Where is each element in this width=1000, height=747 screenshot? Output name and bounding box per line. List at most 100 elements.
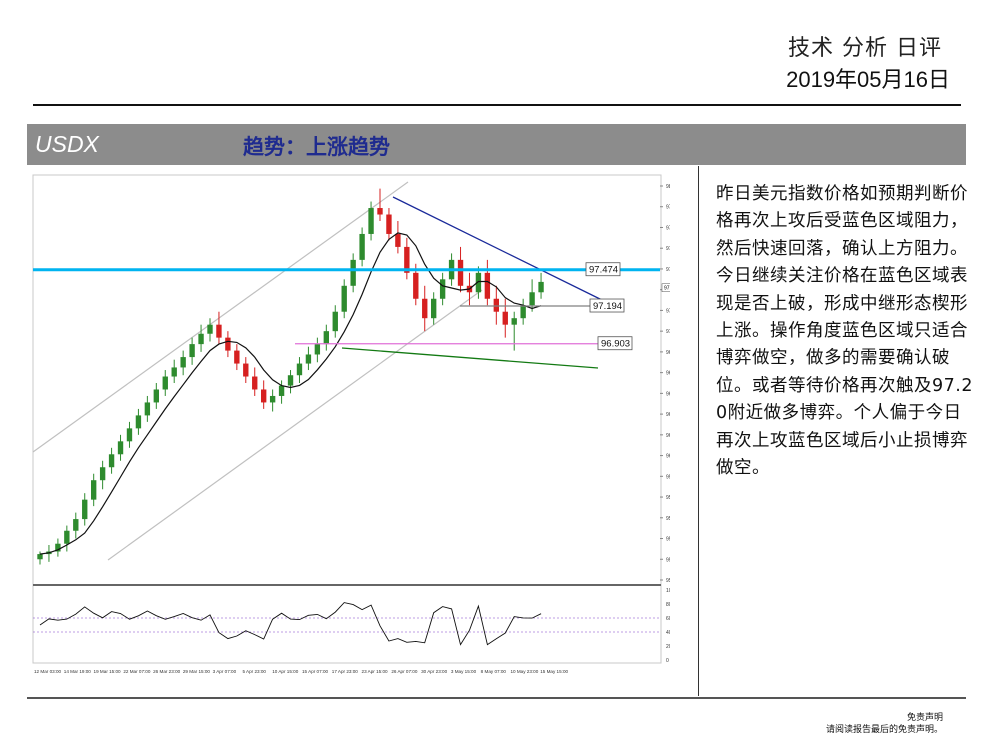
- moving-average-line: [39, 232, 542, 555]
- candle-body: [180, 357, 186, 368]
- x-tick-label: 12 Mar 03:00: [34, 669, 62, 674]
- candle-body: [413, 272, 419, 299]
- y-tick-label: 95.080: [666, 578, 670, 584]
- current-price-box: [661, 283, 670, 292]
- candle-body: [234, 350, 240, 364]
- osc-axis-label: 40: [666, 630, 670, 636]
- osc-axis-label: 80: [666, 602, 670, 608]
- candle-body: [117, 441, 124, 455]
- disclaimer-text: 请阅读报告最后的免责声明。: [825, 725, 943, 735]
- candle-body: [64, 530, 70, 544]
- candle-body: [287, 375, 294, 386]
- x-tick-label: 3 May 15:00: [451, 669, 477, 674]
- x-tick-label: 8 May 07:00: [481, 669, 507, 674]
- x-tick-label: 23 Apr 15:00: [362, 669, 388, 674]
- osc-axis-label: 0: [666, 658, 669, 664]
- candle-body: [359, 233, 365, 260]
- y-tick-label: 96.360: [666, 412, 670, 418]
- candle-body: [350, 259, 356, 286]
- x-tick-label: 5 Apr 23:00: [242, 669, 266, 674]
- x-tick-label: 29 Mar 15:00: [183, 669, 211, 674]
- header-divider: [33, 104, 961, 106]
- candle-body: [207, 324, 213, 334]
- candle-body: [82, 499, 88, 520]
- x-tick-label: 15 Apr 07:00: [302, 669, 328, 674]
- y-tick-label: 97.640: [666, 246, 670, 252]
- level-box-97.474: [585, 262, 621, 277]
- candle-body: [439, 279, 446, 299]
- candle-body: [377, 208, 383, 215]
- x-tick-label: 30 Apr 23:00: [421, 669, 447, 674]
- support-trendline: [341, 347, 599, 369]
- x-tick-label: 22 Mar 07:00: [123, 669, 151, 674]
- candle-body: [278, 385, 285, 396]
- candle-body: [296, 363, 303, 376]
- trend-label: 趋势：上涨趋势: [243, 134, 390, 159]
- osc-axis-label: 60: [666, 616, 670, 622]
- footer-divider: [27, 697, 966, 699]
- y-tick-label: 95.880: [666, 474, 670, 480]
- candle-body: [144, 402, 151, 416]
- y-tick-label: 95.560: [666, 516, 670, 522]
- y-tick-label: 97.000: [666, 329, 670, 335]
- channel-lower-line: [107, 289, 483, 561]
- y-tick-label: 96.040: [666, 454, 670, 460]
- candle-body: [323, 331, 329, 345]
- x-axis: 12 Mar 03:00 14 Mar 19:00 19 Mar 15:00 22 M…: [34, 669, 569, 674]
- y-tick-label: 97.800: [666, 225, 670, 231]
- y-tick-label: 97.960: [666, 205, 670, 211]
- oscillator-line: [39, 602, 542, 646]
- x-tick-label: 3 Apr 07:00: [213, 669, 237, 674]
- candle-body: [368, 208, 374, 234]
- candle-body: [395, 233, 401, 247]
- candle-body: [422, 298, 428, 319]
- candle-body: [55, 543, 61, 552]
- y-tick-label: 96.200: [666, 433, 670, 439]
- disclaimer-title: 免责声明: [906, 713, 943, 723]
- candle-body: [261, 389, 267, 403]
- candle-body: [431, 298, 437, 319]
- x-tick-label: 10 Apr 15:00: [272, 669, 298, 674]
- candle-body: [153, 389, 159, 403]
- y-tick-label: 96.520: [666, 391, 670, 397]
- candle-body: [243, 363, 249, 377]
- instrument-banner: USDX 趋势：上涨趋势: [27, 124, 966, 165]
- candle-body: [475, 272, 482, 293]
- level-label-96.903: 96.903: [601, 339, 630, 350]
- candle-body: [520, 305, 526, 319]
- candle-body: [502, 311, 508, 325]
- channel-upper-line: [32, 181, 409, 453]
- price-chart: 97.474 97.194 96.903 98.120 97.960 97.800 97.…: [30, 172, 670, 682]
- disclaimer: 免责声明 请阅读报告最后的免责声明。: [826, 712, 943, 736]
- resistance-trendline: [392, 196, 603, 301]
- candle-body: [341, 285, 347, 312]
- level-box-96.903: [597, 336, 633, 351]
- x-tick-label: 19 Mar 15:00: [94, 669, 122, 674]
- candle-body: [99, 467, 106, 481]
- report-title: 技术 分析 日评: [788, 36, 942, 61]
- y-tick-label: 96.680: [666, 371, 670, 377]
- y-tick-label: 97.480: [666, 267, 670, 273]
- y-tick-label: 95.720: [666, 495, 670, 501]
- x-tick-label: 10 May 23:00: [510, 669, 538, 674]
- candle-body: [171, 367, 177, 377]
- candle-body: [386, 214, 392, 234]
- candle-body: [538, 281, 544, 293]
- candle-body: [216, 324, 222, 338]
- level-label-97.474: 97.474: [589, 265, 618, 276]
- current-price-label: 97.335: [664, 286, 670, 292]
- candle-body: [198, 333, 204, 345]
- y-tick-label: 96.840: [666, 350, 670, 356]
- candle-body: [126, 428, 133, 442]
- y-tick-label: 95.240: [666, 557, 670, 563]
- y-tick-label: 97.160: [666, 308, 670, 314]
- candle-body: [332, 311, 338, 332]
- candle-body: [314, 344, 321, 355]
- candle-body: [404, 246, 410, 273]
- x-tick-label: 26 Apr 07:00: [391, 669, 417, 674]
- y-tick-label: 95.400: [666, 537, 670, 543]
- level-label-97.194: 97.194: [593, 301, 622, 312]
- candle-body: [91, 480, 97, 500]
- candle-body: [108, 454, 115, 468]
- y-axis: 98.12097.96097.80097.64097.48097.32097.1…: [660, 184, 670, 584]
